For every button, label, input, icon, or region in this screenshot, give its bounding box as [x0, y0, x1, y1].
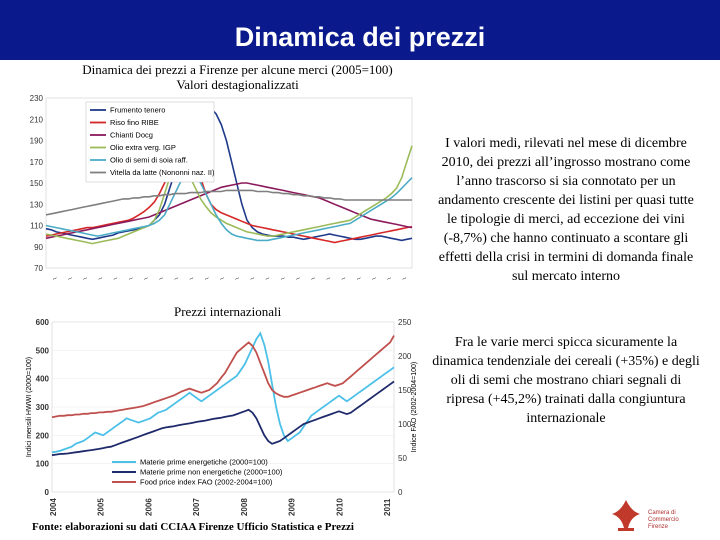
legend-box [85, 101, 215, 183]
series-line-1 [45, 133, 413, 244]
international-prices-chart: 0 100 200 300 400 500 600 0 50 100 150 200 250 2004 20… [22, 316, 420, 522]
y-axis-title-left: Indici mensili HWWI (2000=100) [26, 357, 33, 457]
y-tick-label-0: 70 [34, 264, 43, 273]
x-tick-mark-1: ~ [66, 273, 75, 283]
legend-label-2: Chianti Docg [110, 131, 153, 140]
chart1-caption: Dinamica dei prezzi a Firenze per alcune… [40, 62, 435, 92]
legend-label-0: Materie prime energetiche (2000=100) [140, 458, 268, 467]
chart1-caption-line2: Valori destagionalizzati [176, 77, 299, 92]
paragraph-2: Fra le varie merci spicca sicuramente la… [432, 335, 700, 426]
lily-logo-icon [612, 500, 640, 531]
x-tick-mark-7: ~ [157, 273, 166, 283]
x-tick-mark-16: ~ [294, 273, 303, 283]
series-line-2 [45, 182, 413, 240]
chart1-caption-line1: Dinamica dei prezzi a Firenze per alcune… [82, 62, 393, 77]
legend-label-5: Vitella da latte (Nononni naz. II) [110, 168, 215, 177]
x-tick-mark-10: ~ [203, 273, 212, 283]
x-tick-mark-19: ~ [339, 273, 348, 283]
series-line-0 [51, 331, 395, 454]
y-tick-label-5: 500 [36, 346, 50, 355]
y-tick-label-4: 400 [36, 375, 50, 384]
x-tick-mark-5: ~ [127, 273, 136, 283]
series-line-5 [45, 189, 412, 216]
international-prices-chart-svg: 0 100 200 300 400 500 600 0 50 100 150 200 250 2004 20… [26, 318, 418, 516]
x-tick-label-5: 2009 [288, 498, 297, 516]
x-tick-label-4: 2008 [240, 498, 249, 516]
x-tick-label-6: 2010 [335, 498, 344, 516]
x-tick-mark-14: ~ [263, 273, 272, 283]
x-tick-label-3: 2007 [192, 498, 201, 516]
logo-text-line2: Firenze [648, 524, 669, 530]
x-tick-mark-22: ~ [385, 273, 394, 283]
series-line-1 [51, 380, 395, 457]
y-tick-label-5: 170 [30, 158, 44, 167]
x-tick-mark-13: ~ [248, 273, 257, 283]
x-tick-mark-23: ~ [400, 273, 409, 283]
x-tick-mark-3: ~ [96, 273, 105, 283]
chamber-logo: Camera di Commercio Firenze [606, 496, 706, 536]
y-tick-label-2: 110 [30, 222, 43, 231]
legend-label-4: Olio di semi di soia raff. [110, 156, 188, 165]
x-tick-mark-4: ~ [111, 273, 120, 283]
x-tick-mark-8: ~ [172, 273, 181, 283]
legend-label-2: Food price index FAO (2002-2004=100) [140, 478, 273, 487]
source-note: Fonte: elaborazioni su dati CCIAA Firenz… [32, 521, 354, 533]
local-prices-chart: 70 90 110 130 150 170 190 210 230 ~ ~ ~ ~ ~ ~ ~ ~ ~ ~ ~ ~ ~ ~ ~… [22, 92, 420, 302]
x-tick-mark-17: ~ [309, 273, 318, 283]
y-tick-label-6: 190 [30, 137, 44, 146]
legend-label-0: Frumento tenero [110, 106, 165, 115]
x-tick-label-1: 2005 [97, 498, 106, 516]
y-right-tick-label-5: 250 [398, 318, 412, 327]
x-tick-mark-12: ~ [233, 273, 242, 283]
series-line-3 [45, 145, 413, 245]
y-tick-label-7: 210 [30, 115, 44, 124]
local-prices-chart-svg: 70 90 110 130 150 170 190 210 230 ~ ~ ~ ~ ~ ~ ~ ~ ~ ~ ~ ~ ~ ~ ~… [30, 94, 413, 284]
y-tick-label-8: 230 [30, 94, 44, 103]
x-tick-label-0: 2004 [49, 498, 58, 516]
y-right-tick-label-3: 150 [398, 386, 412, 395]
y-right-tick-label-1: 50 [398, 454, 407, 463]
x-tick-mark-20: ~ [355, 273, 364, 283]
series-line-2 [51, 335, 395, 419]
paragraph-1: I valori medi, rilevati nel mese di dice… [438, 136, 694, 284]
x-tick-label-7: 2011 [383, 498, 392, 516]
legend-label-1: Materie prime non energetiche (2000=100) [140, 468, 283, 477]
legend-label-1: Riso fino RIBE [110, 118, 159, 127]
title-bar: Dinamica dei prezzi [0, 0, 720, 60]
x-tick-mark-18: ~ [324, 273, 333, 283]
slide-title: Dinamica dei prezzi [234, 22, 486, 52]
x-tick-mark-15: ~ [279, 273, 288, 283]
x-tick-mark-9: ~ [187, 273, 196, 283]
x-tick-mark-2: ~ [81, 273, 90, 283]
y-tick-label-4: 150 [30, 179, 44, 188]
x-tick-mark-21: ~ [370, 273, 379, 283]
x-tick-label-2: 2006 [144, 498, 153, 516]
y-tick-label-0: 0 [45, 488, 50, 497]
legend-label-3: Olio extra verg. IGP [110, 143, 176, 152]
y-tick-label-1: 90 [34, 243, 43, 252]
x-tick-mark-6: ~ [142, 273, 151, 283]
y-tick-label-3: 300 [36, 403, 50, 412]
series-line-4 [45, 165, 413, 242]
y-tick-label-3: 130 [30, 200, 44, 209]
y-axis-title-right: Indice FAO (2002-2004=100) [411, 362, 418, 452]
y-right-tick-label-2: 100 [398, 420, 412, 429]
x-tick-mark-0: ~ [51, 273, 60, 283]
y-tick-label-1: 100 [36, 460, 50, 469]
y-tick-label-6: 600 [36, 318, 50, 327]
logo-text-line1: Camera di Commercio [648, 510, 679, 523]
y-tick-label-2: 200 [36, 431, 50, 440]
x-tick-mark-11: ~ [218, 273, 227, 283]
y-right-tick-label-4: 200 [398, 352, 412, 361]
y-right-tick-label-0: 0 [398, 488, 403, 497]
logo-text: Camera di Commercio Firenze [648, 510, 706, 531]
